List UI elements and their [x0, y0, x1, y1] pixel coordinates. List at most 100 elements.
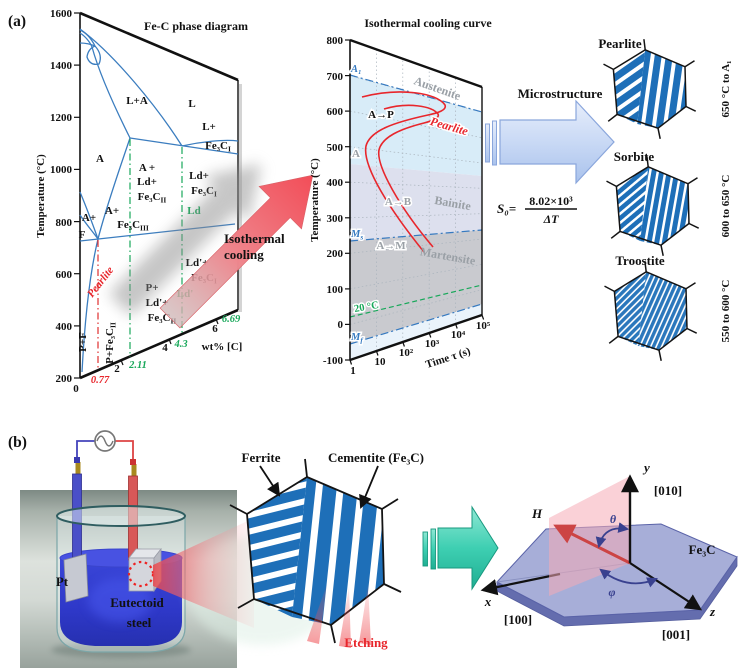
svg-text:6.69: 6.69	[222, 314, 241, 325]
svg-text:300: 300	[327, 213, 344, 225]
zoom-arrow-shadow	[108, 163, 262, 317]
svg-text:10⁵: 10⁵	[476, 320, 491, 332]
svg-text:10: 10	[375, 356, 387, 368]
teal-arrow-icon	[422, 505, 499, 591]
svg-text:A+: A+	[105, 205, 119, 217]
svg-text:L+A: L+A	[126, 95, 148, 107]
svg-text:-100: -100	[323, 355, 344, 367]
panel-b-tag: (b)	[8, 434, 27, 451]
svg-text:600: 600	[56, 269, 73, 281]
svg-text:1: 1	[350, 365, 356, 377]
h-label: H	[531, 506, 543, 521]
sorbite-temp-range: 600 to 650 °C	[720, 175, 732, 238]
sample-label-line1: Eutectoid	[110, 595, 164, 610]
bainite-label: Bainite	[433, 193, 472, 213]
phase-x-tick-labels: 0 2 4 6	[73, 323, 218, 395]
etching-label: Etching	[344, 635, 388, 650]
panel-a-tag: (a)	[8, 13, 26, 30]
etching-beam-3	[359, 584, 371, 645]
dir-001-label: [001]	[662, 627, 690, 642]
svg-text:Fe₃CIII: Fe₃CIII	[117, 219, 149, 233]
ttt-diagram: Isothermal cooling curve	[309, 16, 492, 377]
interlamellar-spacing-formula: S₀= 8.02×10³ ΔT	[497, 194, 577, 226]
troostite-temp-range: 550 to 600 °C	[720, 280, 732, 343]
svg-text:P+Fe₃CII: P+Fe₃CII	[104, 322, 118, 364]
ms-line	[349, 229, 483, 242]
phi-label: φ	[608, 585, 615, 599]
phase-y-tick-labels: 1600 1400 1200 1000 800 600 400 200	[50, 8, 73, 385]
pearlite-grain-closeup	[229, 458, 402, 644]
bainite-band	[350, 164, 482, 241]
ttt-title: Isothermal cooling curve	[364, 16, 492, 30]
phase-x-special-labels: 0.77 2.11 4.3 6.69	[91, 314, 241, 386]
ferrite-label: Ferrite	[242, 450, 281, 465]
zoom-beam	[153, 518, 254, 628]
phase-x-axis-label: wt% [C]	[202, 341, 243, 353]
svg-text:100: 100	[327, 284, 344, 296]
svg-text:1600: 1600	[50, 8, 73, 20]
svg-text:F: F	[79, 229, 86, 241]
svg-text:200: 200	[56, 373, 73, 385]
svg-text:0: 0	[338, 319, 344, 331]
svg-text:A+: A+	[82, 212, 96, 224]
svg-text:1000: 1000	[50, 164, 73, 176]
svg-text:4.3: 4.3	[173, 339, 187, 350]
svg-text:1400: 1400	[50, 60, 73, 72]
svg-text:1200: 1200	[50, 112, 73, 124]
a-to-b-label: A→B	[385, 196, 412, 208]
fe3c-plate-label: Fe₃C	[689, 542, 716, 557]
svg-text:cooling: cooling	[224, 247, 264, 262]
sorbite-grain-icon	[606, 156, 700, 256]
svg-text:500: 500	[327, 142, 344, 154]
ttt-c-curves	[361, 91, 447, 253]
h-field-arrow	[553, 524, 631, 565]
etching-beam-1	[307, 584, 327, 644]
field-plane	[549, 476, 630, 596]
a-to-p-label: A→P	[368, 109, 394, 121]
wire-negative	[76, 440, 95, 459]
svg-text:400: 400	[327, 177, 344, 189]
electro-etching-cell: Pt Eutectoid steel	[20, 430, 237, 668]
dir-010-label: [010]	[654, 483, 682, 498]
troostite-grain-icon	[604, 261, 698, 361]
ms-label: Ms	[350, 229, 363, 242]
transition-label: Isothermal cooling	[224, 231, 285, 262]
zoom-arrow-icon	[159, 174, 314, 329]
crystal-frame: H y [010] θ φ Fe₃C x [100] z [001]	[480, 460, 738, 642]
svg-text:Fe₃CII: Fe₃CII	[138, 191, 167, 205]
ttt-x-tick-marks	[349, 314, 485, 365]
mf-label: Mf	[350, 332, 364, 345]
martensite-band	[350, 230, 482, 344]
cementite-label: Cementite (Fe₃C)	[328, 450, 424, 465]
phase-diagram-title: Fe-C phase diagram	[144, 19, 248, 33]
pearlite-grain-icon	[603, 39, 697, 139]
troostite-grain-title: Troostite	[615, 253, 665, 268]
svg-text:Isothermal: Isothermal	[224, 231, 285, 246]
svg-text:L: L	[188, 98, 195, 110]
mf-line	[349, 303, 483, 345]
svg-text:P+F: P+F	[77, 332, 89, 352]
cementite-arrow	[359, 465, 379, 509]
room-temp-line	[349, 284, 483, 318]
svg-text:ΔT: ΔT	[543, 212, 560, 226]
x-label: x	[484, 594, 492, 609]
x-axis-arrow	[480, 572, 561, 596]
svg-text:700: 700	[327, 71, 344, 83]
grain-annotations: Ferrite Cementite (Fe₃C) Etching	[242, 450, 424, 650]
microstructure-arrow-icon	[485, 99, 615, 185]
phase-boundaries	[79, 28, 239, 373]
phase-x-tick-marks	[120, 318, 219, 366]
ttt-y-axis-label: Temperature (°C)	[309, 158, 321, 242]
a1-label: A₁	[350, 64, 362, 75]
a-to-m-label: A→M	[376, 240, 406, 252]
a-region-label: A	[352, 148, 360, 160]
svg-text:0.77: 0.77	[91, 375, 110, 386]
below-mf-band	[350, 304, 482, 360]
svg-text:S₀=: S₀=	[497, 201, 516, 216]
ferrite-arrow	[259, 465, 281, 497]
svg-text:6: 6	[212, 323, 218, 335]
svg-text:8.02×10³: 8.02×10³	[529, 194, 573, 208]
microstructure-title: Microstructure	[518, 86, 603, 101]
svg-text:10²: 10²	[399, 347, 414, 359]
